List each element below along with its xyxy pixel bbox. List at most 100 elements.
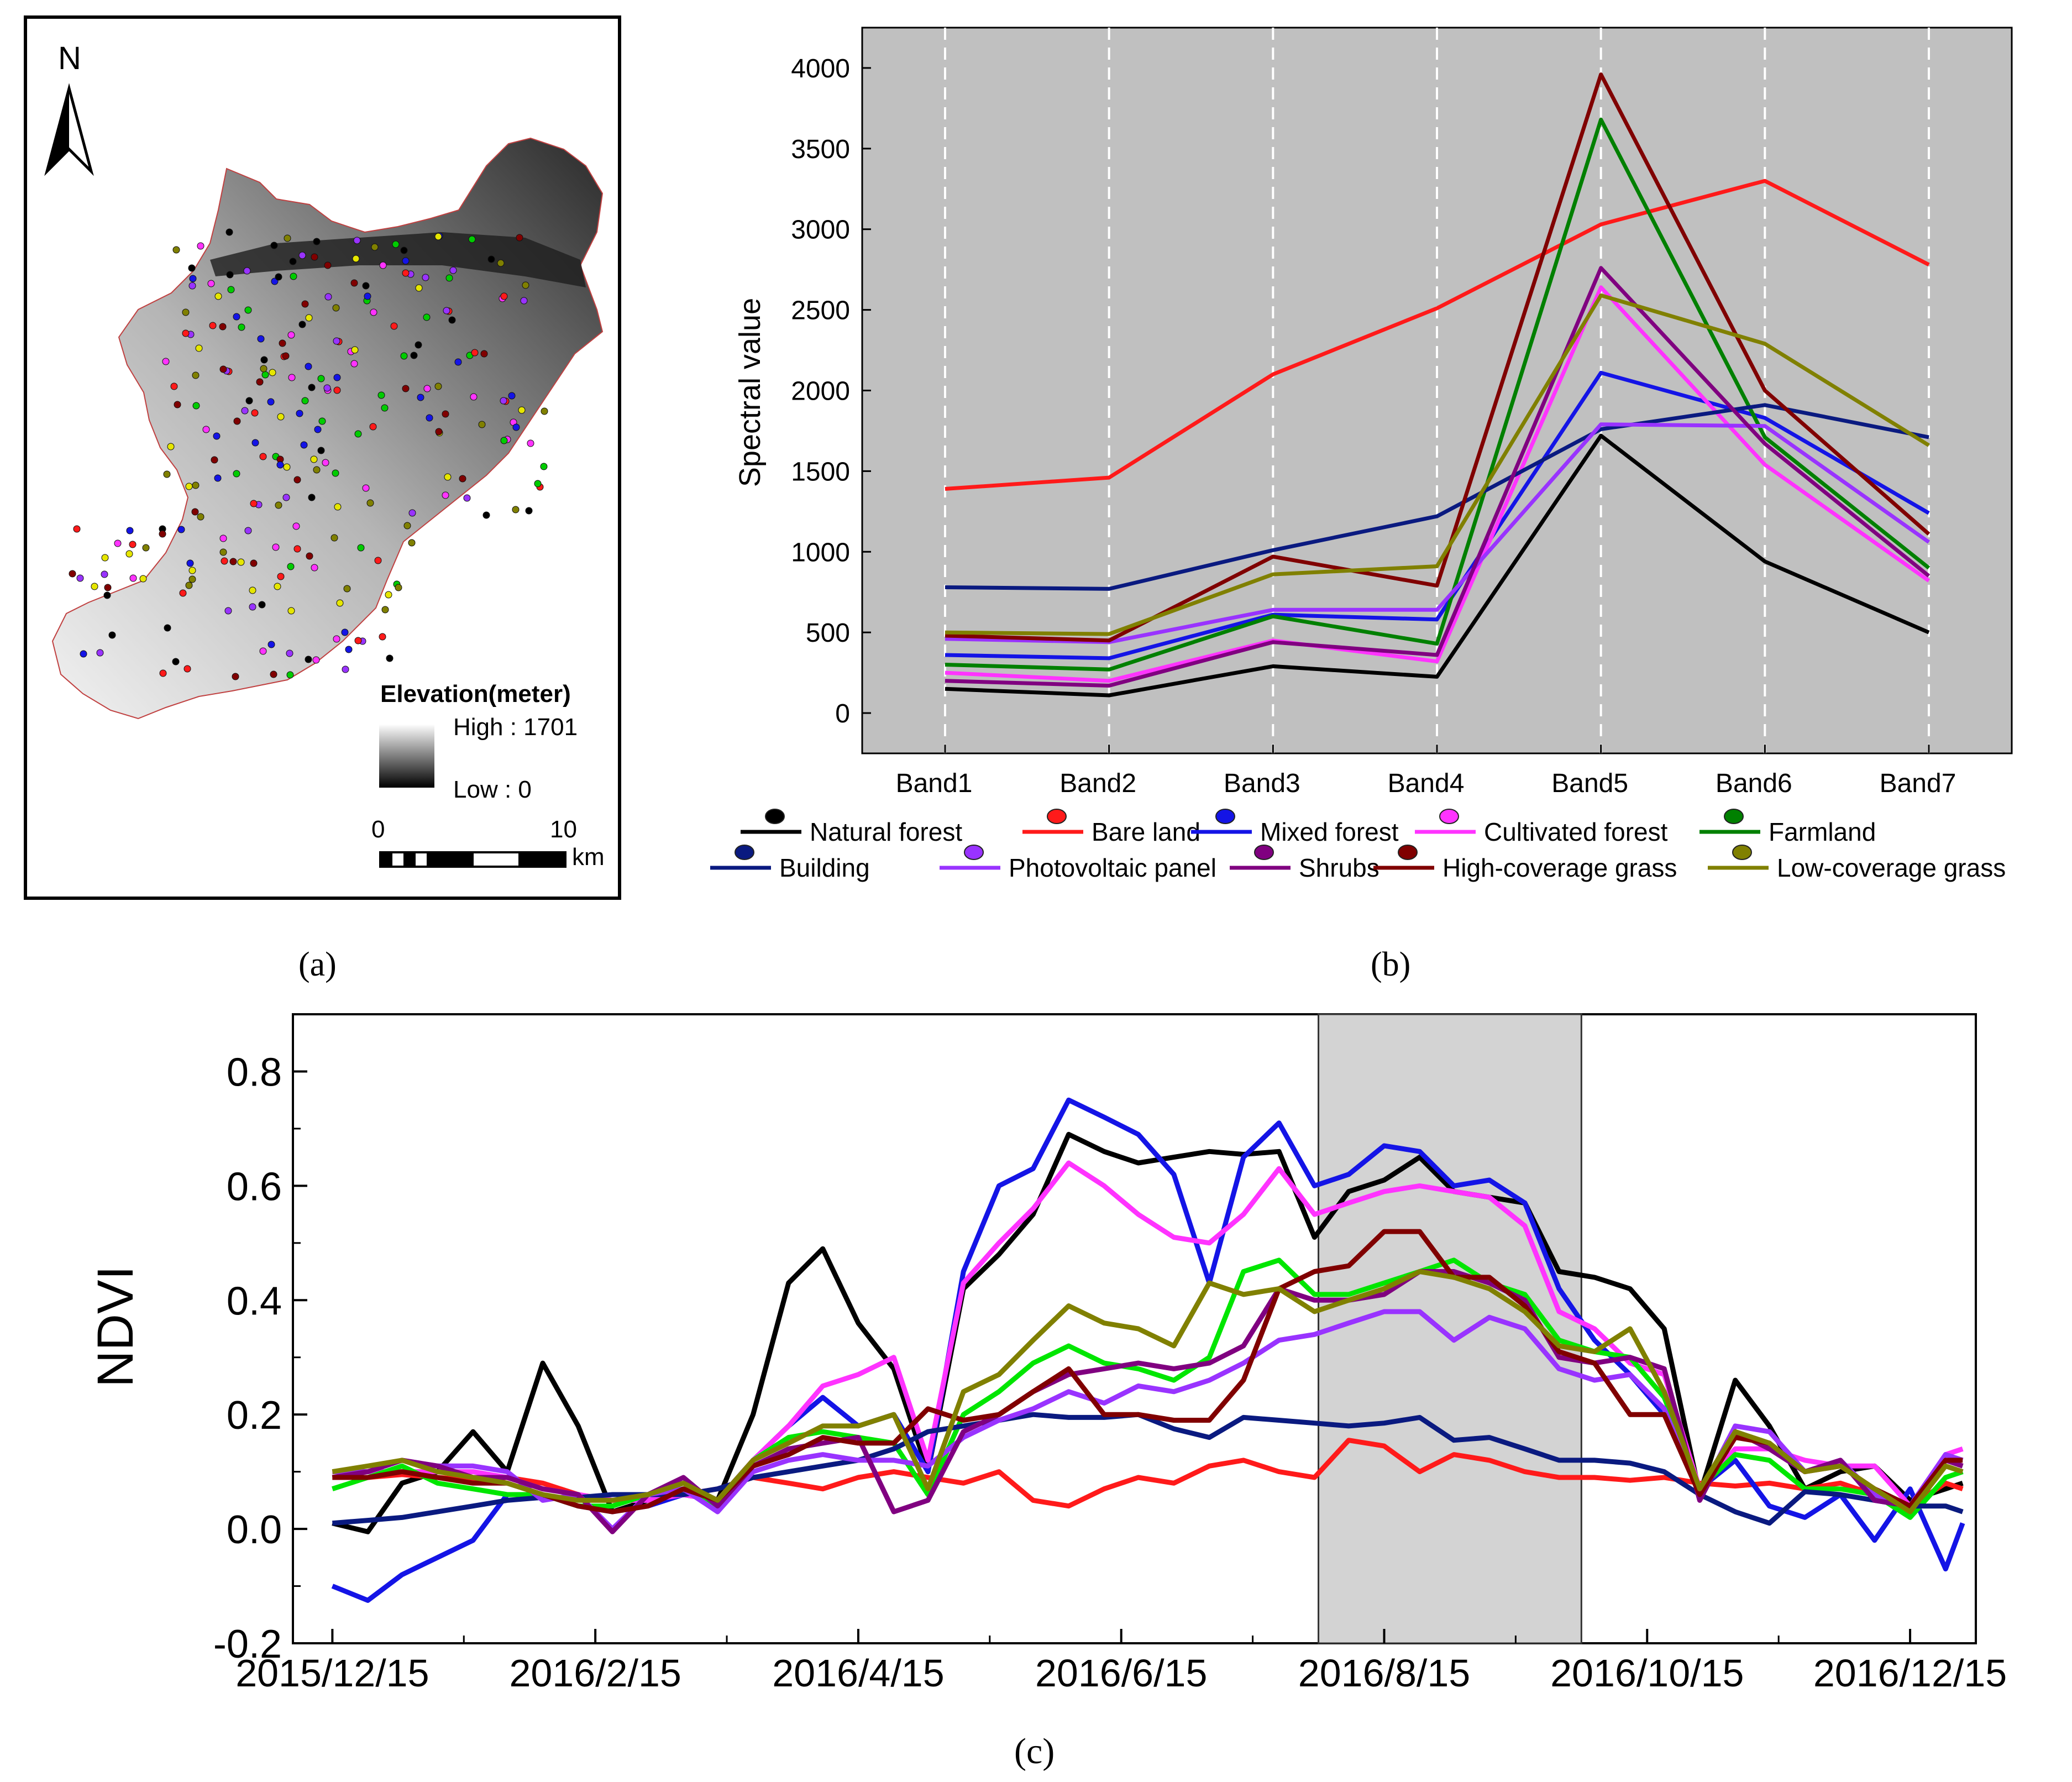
- sample-point: [331, 534, 338, 542]
- sample-point: [381, 404, 389, 412]
- sample-point: [369, 423, 377, 431]
- sample-point: [129, 541, 137, 548]
- sample-point: [282, 494, 290, 501]
- sample-point: [442, 491, 449, 499]
- sample-point: [256, 378, 264, 386]
- sample-point: [442, 410, 449, 418]
- ndvi-x-axis: 2015/12/15 2016/2/15 2016/4/15 2016/6/15 201…: [235, 1629, 2007, 1695]
- sample-point: [288, 374, 296, 381]
- ndvi-y-tick-label: 0.8: [227, 1050, 282, 1094]
- sample-point: [103, 591, 111, 599]
- spectral-line-cultivated-forest: [945, 285, 1931, 683]
- sample-point: [403, 522, 411, 530]
- sample-point: [286, 671, 294, 679]
- legend-marker-cultivated-forest: [1439, 809, 1459, 824]
- ndvi-line-high-coverage-grass: [332, 1229, 1963, 1514]
- ndvi-y-axis-label: NDVI: [87, 1266, 144, 1387]
- sample-point: [402, 257, 410, 265]
- sample-point: [142, 544, 150, 552]
- spectral-x-tick-label: Band7: [1880, 769, 1956, 798]
- sample-point: [374, 557, 382, 564]
- sample-point: [213, 432, 221, 440]
- sample-point: [353, 237, 361, 244]
- spectral-x-tick-label: Band5: [1551, 769, 1628, 798]
- sample-point: [277, 573, 285, 580]
- sample-point: [497, 259, 505, 267]
- sample-point: [207, 280, 215, 287]
- sample-point: [244, 527, 252, 534]
- sample-point: [274, 583, 281, 590]
- sample-point: [80, 650, 87, 658]
- sample-point: [244, 306, 252, 314]
- sample-point: [188, 264, 196, 272]
- sample-point: [445, 274, 453, 282]
- sample-point: [333, 337, 340, 345]
- sample-point: [277, 413, 285, 421]
- sample-point: [69, 570, 76, 578]
- sample-point: [313, 238, 321, 245]
- sample-point: [305, 314, 313, 322]
- sample-point: [390, 322, 398, 330]
- sample-point: [162, 358, 170, 365]
- sample-point: [292, 522, 300, 530]
- sample-point: [423, 313, 431, 321]
- sample-point: [251, 409, 259, 417]
- legend-label-farmland: Farmland: [1769, 817, 1876, 846]
- sample-point: [164, 624, 171, 632]
- sample-point: [392, 240, 400, 248]
- sample-point: [402, 269, 410, 277]
- sample-point: [487, 255, 495, 263]
- sample-point: [508, 392, 516, 400]
- sample-point: [317, 447, 325, 454]
- panel-c-caption: (c): [1014, 1731, 1055, 1771]
- legend-label-building: Building: [779, 853, 870, 882]
- spectral-y-tick-label: 3000: [791, 216, 850, 245]
- sample-point: [370, 308, 377, 316]
- sample-point: [270, 670, 277, 678]
- sample-point: [324, 293, 332, 301]
- sample-point: [163, 470, 171, 478]
- sample-point: [454, 358, 462, 366]
- spectral-y-axis: 0 500 1000 1500 2000 2500 3000 3500 4000: [791, 54, 871, 728]
- sample-point: [238, 323, 245, 331]
- sample-point: [435, 428, 443, 436]
- sample-point: [480, 350, 488, 358]
- legend-marker-low-coverage-grass: [1732, 845, 1752, 860]
- sample-point: [408, 539, 416, 547]
- sample-point: [159, 530, 166, 538]
- sample-point: [423, 385, 431, 392]
- sample-point: [471, 349, 479, 357]
- sample-points: [69, 228, 548, 680]
- sample-point: [459, 475, 466, 483]
- sample-point: [172, 246, 180, 254]
- sample-point: [293, 476, 301, 484]
- ndvi-line-low-coverage-grass: [332, 1269, 1964, 1514]
- sample-point: [219, 365, 227, 373]
- sample-point: [186, 559, 194, 567]
- sample-point: [342, 665, 349, 673]
- sample-point: [237, 558, 245, 566]
- sample-point: [366, 499, 374, 507]
- sample-point: [379, 261, 387, 269]
- panel-c-ndvi-chart: -0.20.00.20.40.60.8 2015/12/15 2016/2/15 2…: [87, 1013, 2007, 1771]
- sample-point: [192, 481, 200, 489]
- sample-point: [286, 649, 293, 657]
- sample-point: [174, 401, 181, 408]
- sample-point: [167, 443, 175, 450]
- spectral-y-tick-label: 4000: [791, 54, 850, 83]
- sample-point: [522, 281, 529, 289]
- sample-point: [379, 633, 386, 641]
- ndvi-x-tick-label: 2016/8/15: [1298, 1652, 1470, 1695]
- sample-point: [260, 365, 267, 373]
- ndvi-y-tick-label: -0.2: [213, 1622, 282, 1666]
- sample-point: [351, 346, 359, 354]
- sample-point: [301, 300, 309, 308]
- sample-point: [260, 356, 268, 364]
- legend-marker-bare-land: [1047, 809, 1067, 824]
- sample-point: [73, 525, 81, 533]
- sample-point: [417, 394, 424, 401]
- sample-point: [408, 509, 416, 517]
- sample-point: [259, 453, 267, 460]
- elevation-gradient-bar: [379, 724, 434, 788]
- sample-point: [470, 393, 478, 401]
